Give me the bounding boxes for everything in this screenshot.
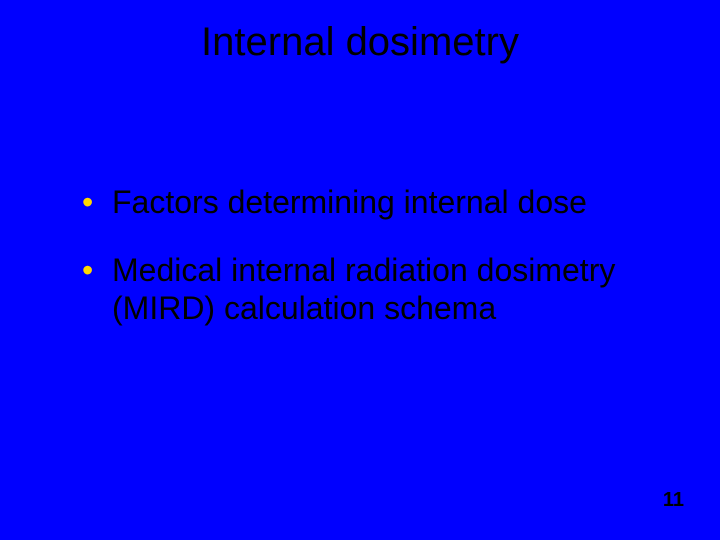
slide: Internal dosimetry Factors determining i…: [0, 0, 720, 540]
list-item: Medical internal radiation dosimetry (MI…: [76, 252, 636, 328]
list-item: Factors determining internal dose: [76, 184, 636, 222]
slide-title: Internal dosimetry: [0, 20, 720, 65]
bullet-list: Factors determining internal dose Medica…: [76, 184, 636, 327]
bullet-text: Medical internal radiation dosimetry (MI…: [112, 252, 615, 326]
page-number: 11: [663, 489, 684, 512]
bullet-text: Factors determining internal dose: [112, 184, 587, 220]
